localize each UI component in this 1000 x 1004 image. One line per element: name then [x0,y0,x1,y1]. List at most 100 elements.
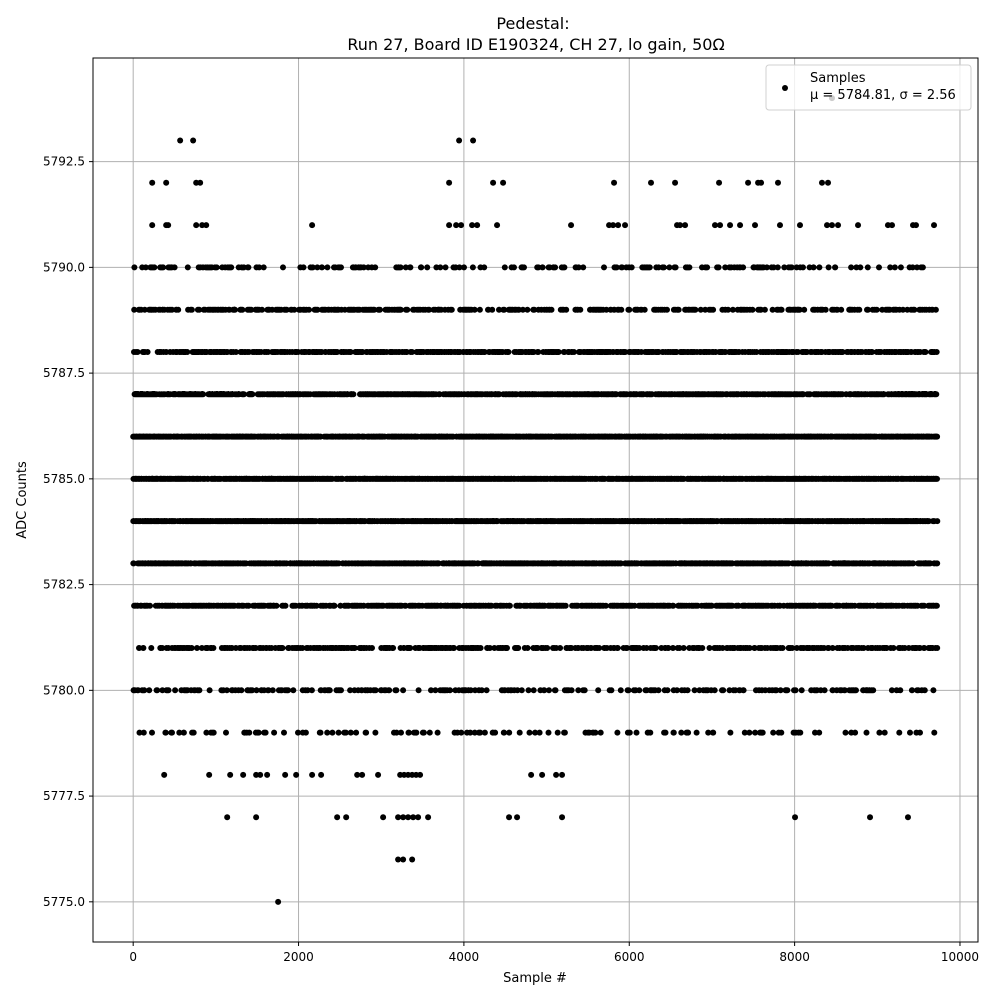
legend-stats: μ = 5784.81, σ = 2.56 [810,88,956,103]
data-point [559,814,566,821]
data-point [828,222,835,229]
data-point [889,222,896,229]
legend-marker [782,85,788,91]
data-point [514,814,521,821]
y-tick-label: 5792.5 [43,155,85,169]
data-point [400,814,407,821]
data-point [682,222,689,229]
data-points [130,95,941,905]
data-point [818,179,825,186]
legend-series-name: Samples [810,71,866,86]
y-tick-label: 5785.0 [43,472,85,486]
data-point [177,137,184,144]
y-tick-label: 5782.5 [43,578,85,592]
chart-title-line2: Run 27, Board ID E190324, CH 27, lo gain… [347,35,724,54]
data-point [867,814,874,821]
x-axis-label: Sample # [503,971,567,986]
data-point [395,856,402,863]
y-tick-label: 5777.5 [43,789,85,803]
data-point [494,222,501,229]
legend-box [765,64,972,111]
data-point [474,222,481,229]
data-point [282,771,289,778]
data-point [727,222,734,229]
y-axis-ticks: 5775.0 5777.5 5780.0 5782.5 5785.0 5787.5 5790… [43,155,93,909]
data-point [275,898,282,905]
data-point [758,179,765,186]
data-point [264,771,271,778]
data-point [227,771,234,778]
data-point [163,179,170,186]
data-point [161,771,168,778]
data-point [672,179,679,186]
data-point [553,771,560,778]
data-point [539,771,546,778]
data-point [752,222,759,229]
data-point [776,222,783,229]
data-point [446,179,453,186]
data-point [415,814,422,821]
data-point [224,814,231,821]
data-point [931,222,938,229]
x-tick-label: 6000 [614,950,645,964]
data-point [446,222,453,229]
data-point [825,179,832,186]
data-point [912,222,919,229]
x-axis-ticks: 0 2000 4000 6000 8000 10000 [129,942,979,964]
data-point [253,814,260,821]
data-point [559,771,566,778]
data-point [745,179,752,186]
data-point [165,222,172,229]
data-point [824,222,831,229]
data-point [904,814,911,821]
y-tick-label: 5775.0 [43,895,85,909]
data-point [309,222,316,229]
data-point [855,222,862,229]
data-point [400,856,407,863]
data-point [318,771,325,778]
legend: Samples μ = 5784.81, σ = 2.56 [765,64,972,111]
data-point [309,771,316,778]
data-point [711,222,718,229]
data-point [293,771,300,778]
data-point [193,222,200,229]
data-point [792,814,799,821]
x-tick-label: 0 [129,950,137,964]
data-point [717,222,724,229]
data-point [835,222,842,229]
data-point [359,771,366,778]
chart-title-line1: Pedestal: [496,14,569,33]
data-point [622,222,629,229]
data-points-dense [130,264,941,736]
data-point [380,814,387,821]
data-point [197,179,204,186]
data-point [203,222,210,229]
y-axis-label: ADC Counts [15,461,30,539]
grid [93,58,978,942]
data-point [149,179,156,186]
data-point [206,771,213,778]
data-point [796,222,803,229]
data-point [375,771,382,778]
data-point [456,137,463,144]
y-tick-label: 5780.0 [43,683,85,697]
data-point [410,814,417,821]
data-point [190,137,197,144]
data-point [395,814,402,821]
data-point [458,222,465,229]
data-point [409,856,416,863]
data-point [240,771,247,778]
data-point [490,179,497,186]
data-point [354,771,361,778]
data-point [149,222,156,229]
plot-frame [92,57,979,943]
data-point [648,179,655,186]
data-point [677,222,684,229]
data-point [716,179,723,186]
y-tick-label: 5790.0 [43,260,85,274]
data-point [774,179,781,186]
data-point [506,814,513,821]
data-point [405,814,412,821]
data-point [610,222,617,229]
